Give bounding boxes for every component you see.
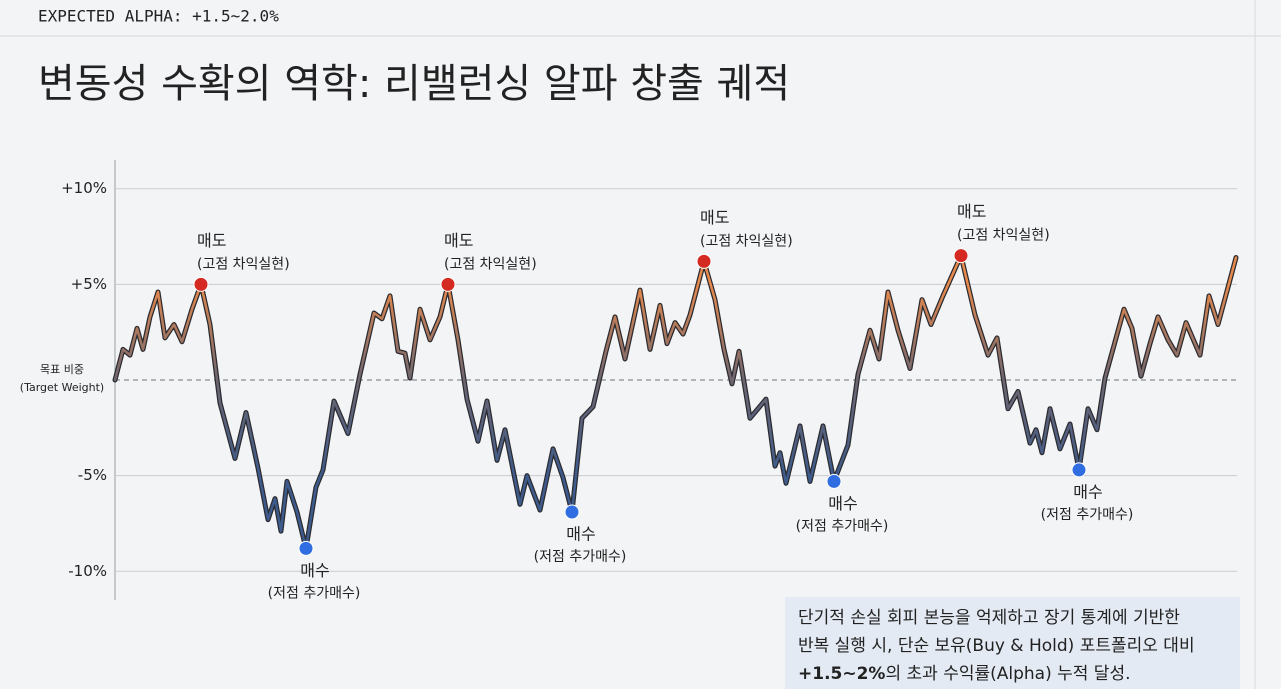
point-sublabel: (저점 추가매수): [796, 518, 889, 534]
note-text: 단기적 손실 회피 본능을 억제하고 장기 통계에 기반한: [798, 608, 1180, 628]
point-sublabel: (저점 추가매수): [268, 585, 361, 601]
point-label: 매도: [700, 208, 729, 227]
line: [113, 254, 1238, 550]
point-label: 매도: [444, 231, 473, 250]
target-label: 목표 비중: [40, 363, 84, 376]
point-sublabel: (저점 추가매수): [1041, 507, 1134, 523]
point-marker: [440, 276, 456, 292]
point-label: 매도: [957, 202, 986, 221]
note-text: 의 초과 수익률(Alpha) 누적 달성.: [885, 664, 1130, 684]
point-marker: [193, 276, 209, 292]
note-text: 반복 실행 시, 단순 보유(Buy & Hold) 포트폴리오 대비: [798, 636, 1195, 656]
note-text: +1.5~2%: [798, 664, 885, 684]
y-tick-label: -5%: [78, 466, 107, 484]
point-label: 매수: [1073, 482, 1102, 501]
point-label: 매수: [566, 525, 595, 544]
point-marker: [826, 473, 842, 489]
y-tick-label: +10%: [61, 179, 107, 197]
point-sublabel: (고점 차익실현): [700, 233, 793, 249]
y-tick-label: +5%: [71, 275, 107, 293]
note-line: +1.5~2%의 초과 수익률(Alpha) 누적 달성.: [798, 664, 1131, 684]
note-box: [785, 597, 1240, 689]
y-tick-label: -10%: [68, 562, 107, 580]
point-marker: [298, 540, 314, 556]
point-sublabel: (저점 추가매수): [534, 549, 627, 565]
point-sublabel: (고점 차익실현): [444, 256, 537, 272]
header-tag: EXPECTED ALPHA: +1.5~2.0%: [38, 7, 279, 26]
point-label: 매수: [828, 494, 857, 513]
point-label: 매수: [300, 561, 329, 580]
point-marker: [953, 248, 969, 264]
point-marker: [564, 504, 580, 520]
note-line: 반복 실행 시, 단순 보유(Buy & Hold) 포트폴리오 대비: [798, 636, 1195, 656]
point-sublabel: (고점 차익실현): [957, 228, 1050, 244]
point-label: 매도: [197, 231, 226, 250]
target-sublabel: (Target Weight): [20, 381, 104, 394]
point-marker: [696, 253, 712, 269]
point-sublabel: (고점 차익실현): [197, 256, 290, 272]
chart-title: 변동성 수확의 역학: 리밸런싱 알파 창출 궤적: [38, 61, 790, 107]
note-line: 단기적 손실 회피 본능을 억제하고 장기 통계에 기반한: [798, 608, 1180, 628]
point-marker: [1071, 462, 1087, 478]
